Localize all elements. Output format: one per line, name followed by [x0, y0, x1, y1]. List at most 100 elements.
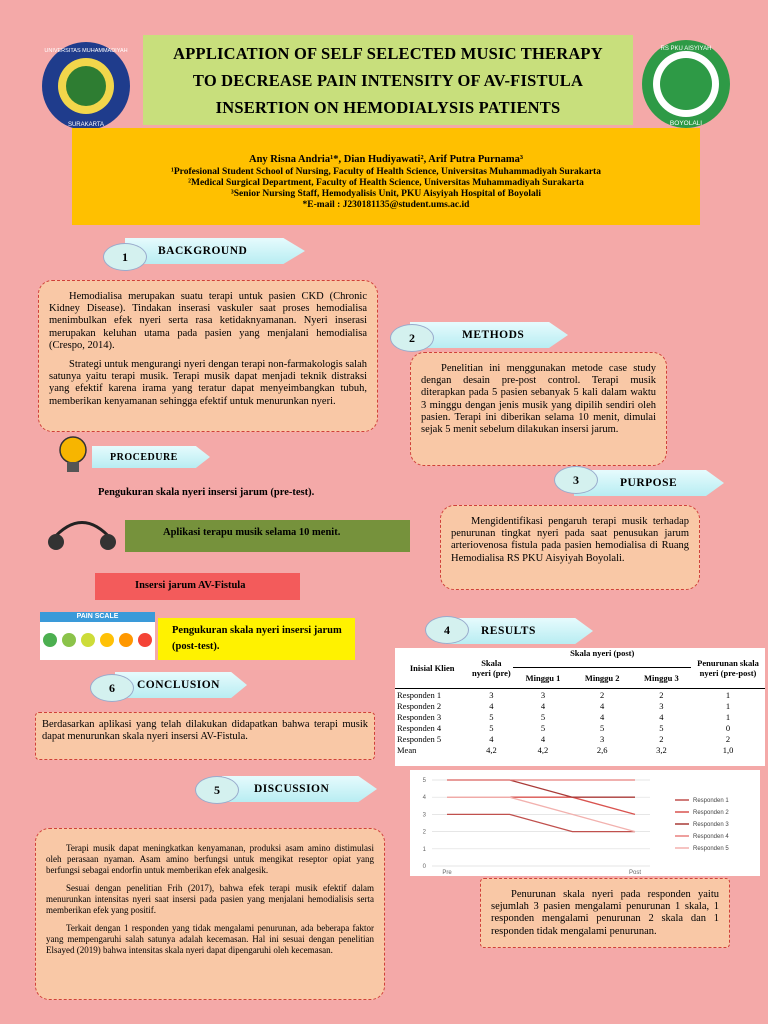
header-cell: Minggu 1: [525, 673, 561, 684]
table-cell: Responden 1: [397, 689, 442, 700]
title-line: INSERTION ON HEMODIALYSIS PATIENTS: [215, 98, 561, 117]
header-cell: Minggu 2: [584, 673, 620, 684]
table-cell: 1: [725, 689, 731, 700]
background-box: Hemodialisa merupakan suatu terapi untuk…: [38, 280, 378, 432]
table-cell: 4,2: [486, 744, 497, 755]
section-heading: METHODS: [410, 322, 568, 348]
table-cell: 2: [659, 689, 664, 700]
header-cell: Skala nyeri (post): [570, 648, 635, 658]
logo-right: RS PKU AISYIYAH BOYOLALI: [642, 40, 730, 128]
x-tick-label: Post: [629, 870, 641, 876]
title-line: APPLICATION OF SELF SELECTED MUSIC THERA…: [173, 44, 603, 63]
authors-box: Any Risna Andria¹*, Dian Hudiyawati², Ar…: [72, 128, 700, 225]
logo-text: SURAKARTA: [68, 122, 104, 128]
bulb-icon: [59, 436, 87, 472]
legend-label: Responden 1: [693, 798, 729, 804]
header-row: Minggu 1 Minggu 2 Minggu 3: [395, 668, 765, 689]
section-heading: RESULTS: [445, 618, 593, 644]
table-cell: 5: [600, 722, 605, 733]
legend-label: Responden 5: [693, 846, 729, 852]
header-cell: Skala nyeri (pre): [471, 658, 511, 678]
paragraph: Penelitian ini menggunakan metode case s…: [421, 363, 656, 436]
table-cell: 3,2: [656, 744, 667, 755]
table-cell: 4,2: [537, 744, 549, 755]
table-cell: 1: [725, 711, 731, 722]
paragraph: Terkait dengan 1 responden yang tidak me…: [46, 923, 374, 955]
legend-label: Responden 3: [693, 822, 729, 828]
table-cell: 4: [540, 733, 546, 744]
table-cell: Responden 2: [397, 700, 442, 711]
section-number: 2: [390, 324, 434, 352]
table-row: Responden 1 3 3 2 2 1: [395, 688, 765, 701]
pain-scale-image: PAIN SCALE: [40, 612, 155, 660]
y-tick-label: 2: [423, 830, 427, 836]
table-cell: Responden 5: [397, 733, 442, 744]
series-line: [447, 813, 635, 833]
y-tick-label: 3: [423, 812, 427, 818]
conclusion-box: Berdasarkan aplikasi yang telah dilakuka…: [35, 712, 375, 760]
table-cell: 5: [489, 711, 494, 722]
paragraph: Mengidentifikasi pengaruh terapi musik t…: [451, 516, 689, 564]
section-number: 1: [103, 243, 147, 271]
procedure-step: Pengukuran skala nyeri insersi jarum (pr…: [98, 487, 315, 498]
affiliation: ²Medical Surgical Department, Faculty of…: [188, 178, 584, 188]
logo-text: UNIVERSITAS MUHAMMADIYAH: [44, 48, 127, 54]
table-cell: 5: [540, 722, 546, 733]
pain-faces: [43, 633, 152, 647]
section-number: 6: [90, 674, 134, 702]
chart: 0 1 2 3 4 5 Pre Post Responden 1 Responden 2 Respo…: [410, 770, 760, 876]
table-cell: 5: [540, 711, 546, 722]
section-heading: PROCEDURE: [92, 446, 210, 468]
paragraph: Berdasarkan aplikasi yang telah dilakuka…: [42, 719, 368, 743]
procedure-step: Aplikasi terapu musik selama 10 menit.: [125, 520, 410, 552]
table-cell: 4: [489, 733, 494, 744]
affiliation: ¹Profesional Student School of Nursing, …: [171, 167, 601, 177]
table: Inisial Klien Skala nyeri (pre) Skala nyer…: [395, 648, 765, 755]
logo-left: UNIVERSITAS MUHAMMADIYAH SURAKARTA: [42, 42, 130, 130]
y-tick-label: 4: [423, 795, 427, 801]
table-cell: 3: [600, 733, 605, 744]
table-cell: 2: [659, 733, 664, 744]
purpose-box: Mengidentifikasi pengaruh terapi musik t…: [440, 505, 700, 590]
procedure-step: Insersi jarum AV-Fistula: [95, 573, 300, 600]
paragraph: Strategi untuk mengurangi nyeri dengan t…: [49, 359, 367, 407]
series-line: [447, 796, 636, 833]
table-cell: 5: [659, 722, 664, 733]
procedure-step: Pengukuran skala nyeri insersi jarum (po…: [158, 618, 355, 660]
table-row: Responden 2 4 4 4 3 1: [395, 700, 765, 711]
table-cell: 2: [725, 733, 731, 744]
headphones-icon: [48, 521, 116, 550]
paragraph: Terapi musik dapat meningkatkan kenyaman…: [46, 843, 374, 875]
header-cell: Penurunan skala nyeri (pre-post): [697, 658, 759, 678]
table-cell: 1: [725, 700, 731, 711]
pain-scale-label: PAIN SCALE: [40, 612, 155, 622]
table-cell: 5: [489, 722, 494, 733]
y-tick-label: 1: [423, 847, 427, 853]
section-heading: PURPOSE: [574, 470, 724, 496]
section-heading: DISCUSSION: [222, 776, 377, 802]
table-cell: 3: [659, 700, 664, 711]
table-cell: 4: [659, 711, 664, 722]
section-number: 4: [425, 616, 469, 644]
paragraph: Penurunan skala nyeri pada responden yai…: [491, 889, 719, 937]
header-cell: Inisial Klien: [409, 663, 455, 673]
methods-box: Penelitian ini menggunakan metode case s…: [410, 352, 667, 466]
authors: Any Risna Andria¹*, Dian Hudiyawati², Ar…: [248, 154, 523, 165]
series-line: [447, 779, 635, 798]
table-cell: 4: [489, 700, 494, 711]
logo-text: BOYOLALI: [670, 120, 702, 127]
paragraph: Sesuai dengan penelitian Frih (2017), ba…: [46, 883, 374, 915]
affiliation: *E-mail : J230181135@student.ums.ac.id: [302, 200, 470, 210]
table-cell: 2,6: [596, 744, 608, 755]
title-line: TO DECREASE PAIN INTENSITY OF AV-FISTULA: [192, 71, 584, 90]
table-cell: 4: [600, 711, 605, 722]
title: APPLICATION OF SELF SELECTED MUSIC THERA…: [143, 35, 633, 125]
table-cell: 4: [600, 700, 605, 711]
results-table: Inisial Klien Skala nyeri (pre) Skala nyer…: [395, 648, 765, 766]
y-tick-label: 0: [423, 864, 427, 870]
table-cell: 3: [540, 689, 546, 700]
section-number: 3: [554, 466, 598, 494]
y-tick-label: 5: [423, 778, 427, 784]
table-row: Responden 5 4 4 3 2 2: [395, 733, 765, 744]
